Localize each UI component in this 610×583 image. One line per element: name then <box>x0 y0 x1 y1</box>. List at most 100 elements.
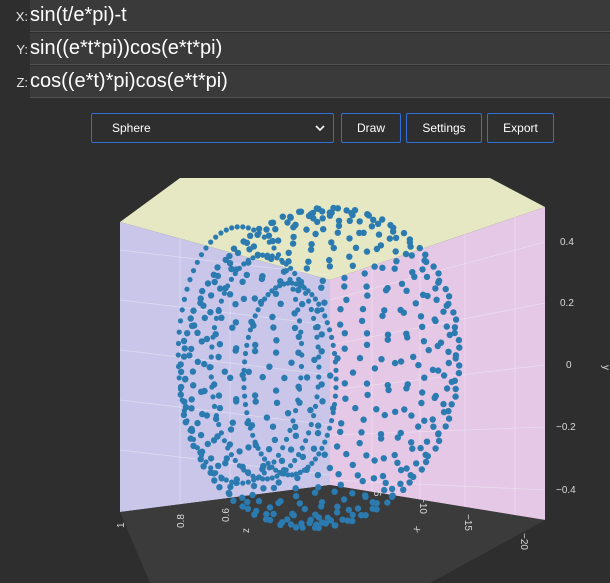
equation-x-input[interactable] <box>30 0 610 32</box>
scatter-point <box>218 314 225 321</box>
scatter-point <box>298 363 305 370</box>
scatter-point <box>234 224 240 230</box>
scatter-point <box>232 270 238 277</box>
scatter-point <box>182 375 189 383</box>
scatter-point <box>309 292 315 298</box>
scatter-point <box>272 290 280 297</box>
scatter-point <box>363 283 370 290</box>
scatter-point <box>194 445 200 451</box>
scatter-point <box>392 248 399 255</box>
scatter-point <box>337 306 344 313</box>
scatter-point <box>358 512 365 519</box>
scatter-point <box>391 451 398 459</box>
scatter-point <box>245 225 251 231</box>
scatter-point <box>218 474 224 480</box>
scatter-point <box>179 307 185 313</box>
scatter-point <box>293 296 299 302</box>
scatter-point <box>314 394 320 400</box>
scatter-point <box>215 353 222 361</box>
scatter-point <box>199 410 206 418</box>
x-axis-title: x <box>411 524 422 535</box>
scatter-point <box>290 286 296 292</box>
scatter-point <box>330 204 337 212</box>
scatter-point <box>341 274 348 282</box>
x-tick-label: −20 <box>518 533 529 550</box>
scatter-point <box>354 505 362 512</box>
scatter-point <box>333 385 339 391</box>
scatter-point <box>265 460 271 466</box>
scatter-point <box>258 451 264 457</box>
equation-z-input[interactable] <box>30 66 610 98</box>
scatter-point <box>370 475 378 482</box>
scatter-point <box>245 479 251 485</box>
scatter-point <box>190 307 197 314</box>
scatter-point <box>251 347 259 355</box>
scatter-point <box>435 431 442 438</box>
scatter-point <box>443 385 451 392</box>
scatter-point <box>319 277 326 284</box>
scatter-point <box>392 234 400 242</box>
scatter-point <box>435 270 442 277</box>
scatter-point <box>391 359 399 367</box>
scatter-point <box>308 241 315 248</box>
scatter-point <box>408 439 415 446</box>
scatter-point <box>233 396 240 403</box>
scatter-point <box>342 395 349 402</box>
scatter-point <box>241 261 247 267</box>
draw-button[interactable]: Draw <box>341 113 401 143</box>
scatter-point <box>252 341 259 349</box>
scatter-point <box>175 340 182 347</box>
scatter-point <box>263 226 270 233</box>
scatter-point <box>283 268 290 274</box>
scatter-point <box>314 307 321 314</box>
scatter-point <box>430 423 437 430</box>
x-tick-label: −15 <box>462 514 473 531</box>
settings-button[interactable]: Settings <box>406 113 482 143</box>
scatter-point <box>327 517 335 524</box>
scatter-point <box>279 519 286 526</box>
shape-select[interactable]: Sphere <box>91 113 334 143</box>
scatter-point <box>204 440 211 448</box>
scatter-point <box>265 292 271 298</box>
scatter-point <box>364 211 371 218</box>
scatter-point <box>331 522 338 529</box>
scatter-point <box>232 319 240 326</box>
scatter-point <box>451 329 458 337</box>
scatter-point <box>293 408 299 414</box>
scatter-point <box>315 422 322 429</box>
scatter-point <box>245 418 251 424</box>
scatter-point <box>236 448 243 455</box>
scatter-point <box>287 213 294 220</box>
scatter-point <box>260 476 266 482</box>
scatter-point <box>311 315 317 321</box>
scatter-point <box>445 415 453 422</box>
scatter-point <box>404 381 411 388</box>
scatter-point <box>364 292 371 299</box>
scatter-point <box>327 372 334 379</box>
scatter-point <box>241 467 247 473</box>
scatter-point <box>258 301 264 307</box>
scatter-point <box>200 302 207 309</box>
scatter-point <box>315 384 321 390</box>
plot-3d-scene[interactable]: 0.4 0.2 0 −0.2 −0.4 y 1 0.8 0.6 z −5 −10… <box>0 150 610 583</box>
scatter-point <box>253 507 260 515</box>
scatter-point <box>210 271 217 278</box>
scatter-point <box>346 253 353 260</box>
scatter-point <box>331 350 338 357</box>
scatter-point <box>285 280 291 286</box>
scatter-point <box>318 331 325 338</box>
scatter-point <box>296 318 303 324</box>
scatter-point <box>299 453 307 461</box>
scatter-point <box>230 497 237 504</box>
scatter-point <box>402 250 410 258</box>
scatter-point <box>360 416 367 423</box>
scatter-point <box>263 510 270 518</box>
scatter-point <box>218 430 224 436</box>
export-button[interactable]: Export <box>487 113 554 143</box>
scatter-point <box>279 213 286 220</box>
equation-y-input[interactable] <box>30 33 610 65</box>
scatter-point <box>335 222 343 230</box>
scatter-point <box>194 358 201 365</box>
scatter-point <box>373 506 380 513</box>
scatter-point <box>281 374 288 382</box>
